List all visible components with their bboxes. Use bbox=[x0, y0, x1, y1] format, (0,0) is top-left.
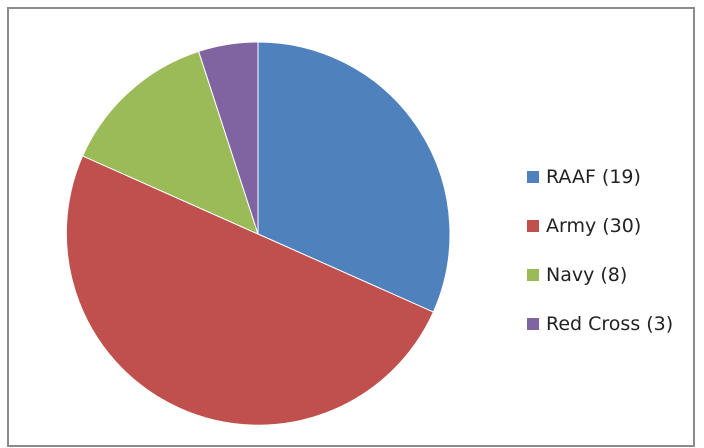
legend-label-raaf: RAAF (19) bbox=[546, 165, 641, 188]
legend-item-navy: Navy (8) bbox=[527, 250, 673, 299]
legend-item-raaf: RAAF (19) bbox=[527, 152, 673, 201]
legend-item-army: Army (30) bbox=[527, 201, 673, 250]
legend-label-army: Army (30) bbox=[546, 214, 642, 237]
legend-label-red-cross: Red Cross (3) bbox=[546, 312, 674, 335]
legend: RAAF (19) Army (30) Navy (8) Red Cross (… bbox=[527, 152, 673, 348]
chart-area: RAAF (19) Army (30) Navy (8) Red Cross (… bbox=[7, 7, 695, 447]
legend-swatch-raaf bbox=[527, 170, 539, 183]
legend-item-red-cross: Red Cross (3) bbox=[527, 299, 673, 348]
legend-swatch-navy bbox=[527, 268, 539, 281]
pie-chart bbox=[65, 41, 451, 426]
legend-swatch-red-cross bbox=[527, 317, 539, 330]
pie-slice-raaf bbox=[257, 41, 451, 313]
pie-slice-army bbox=[65, 155, 435, 426]
pie-slice-navy bbox=[81, 50, 259, 235]
pie-slice-red-cross bbox=[198, 41, 259, 235]
legend-label-navy: Navy (8) bbox=[546, 263, 628, 286]
legend-swatch-army bbox=[527, 219, 539, 232]
